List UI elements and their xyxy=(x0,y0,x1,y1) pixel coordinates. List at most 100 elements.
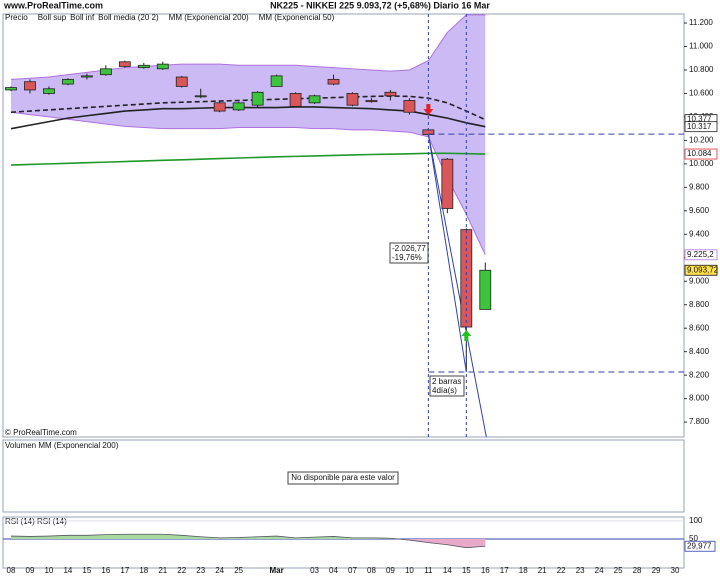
candle-body xyxy=(441,158,454,209)
series-line xyxy=(10,95,486,121)
site-name: www.ProRealTime.com xyxy=(3,0,103,10)
x-tick-label: 15 xyxy=(82,566,91,575)
price-marker-box xyxy=(684,148,718,160)
measure-change: -2.026,77 xyxy=(392,244,426,253)
legend-label: Precio xyxy=(5,13,28,22)
price-marker: 9.225,2 xyxy=(687,250,714,259)
y-tick-label: 10.200 xyxy=(689,136,714,145)
candle-body xyxy=(24,81,36,91)
measure-line xyxy=(427,133,467,373)
candle-body xyxy=(175,76,188,87)
x-tick-label: 10 xyxy=(44,566,53,575)
price-marker: 9.093,72 xyxy=(687,265,719,274)
candle-body xyxy=(43,88,55,94)
x-tick-label: 24 xyxy=(595,566,604,575)
y-tick-label: 10.800 xyxy=(689,65,714,74)
candle-body xyxy=(213,102,226,112)
candle-body xyxy=(365,100,378,103)
y-tick-label: 9.600 xyxy=(689,206,710,215)
x-tick-label: 23 xyxy=(196,566,205,575)
x-tick-label: 22 xyxy=(557,566,566,575)
y-tick-label: 10.600 xyxy=(689,89,714,98)
volume-message: No disponible para este valor xyxy=(291,473,395,482)
x-tick-label: 24 xyxy=(215,566,224,575)
x-tick-label: 18 xyxy=(519,566,528,575)
x-tick-label: 21 xyxy=(158,566,167,575)
x-tick-label: 08 xyxy=(7,566,16,575)
x-tick-label: 15 xyxy=(462,566,471,575)
rsi-tick-label: 50 xyxy=(689,534,698,543)
y-tick-label: 8.400 xyxy=(689,347,710,356)
candle-body xyxy=(270,75,283,87)
x-tick-label: 14 xyxy=(443,566,452,575)
price-marker-box xyxy=(684,264,718,276)
price-marker: 10.377 xyxy=(687,115,712,124)
x-tick-label: 09 xyxy=(26,566,35,575)
candle-body xyxy=(251,91,264,106)
candle-body xyxy=(232,102,245,111)
y-tick-label: 11.200 xyxy=(689,18,713,27)
x-tick-label: Mar xyxy=(269,566,283,575)
rsi-title: RSI (14) RSI (14) xyxy=(5,517,67,526)
measure-box xyxy=(429,375,465,397)
legend-entry: MM (Exponencial 50) xyxy=(259,13,335,22)
x-tick-label: 16 xyxy=(101,566,110,575)
bollinger-band xyxy=(11,14,486,255)
rsi-marker-box xyxy=(684,540,716,552)
signal-arrow xyxy=(423,104,434,116)
legend-entry: MM (Exponencial 200) xyxy=(169,13,249,22)
rsi-line xyxy=(10,533,486,549)
candle-body xyxy=(403,100,416,113)
series-line xyxy=(10,14,486,80)
candle-body xyxy=(99,68,112,76)
measure-box xyxy=(389,242,429,264)
y-tick-label: 10.000 xyxy=(689,159,714,168)
x-tick-label: 22 xyxy=(177,566,186,575)
x-tick-label: 25 xyxy=(614,566,623,575)
candle-body xyxy=(137,64,150,69)
x-tick-label: 07 xyxy=(348,566,357,575)
x-tick-label: 16 xyxy=(481,566,490,575)
candle-body xyxy=(327,78,340,85)
x-tick-label: 25 xyxy=(234,566,243,575)
volume-title: Volumen MM (Exponencial 200) xyxy=(5,441,119,450)
watermark: © ProRealTime.com xyxy=(5,428,77,437)
candle-body xyxy=(308,95,321,104)
x-tick-label: 17 xyxy=(120,566,129,575)
x-tick-label: 30 xyxy=(671,566,680,575)
series-line xyxy=(10,152,486,166)
y-tick-label: 9.800 xyxy=(689,182,710,191)
x-tick-label: 03 xyxy=(310,566,319,575)
candle-body xyxy=(479,269,492,310)
price-marker: 10.084 xyxy=(687,149,712,158)
x-tick-label: 21 xyxy=(538,566,547,575)
legend-entry: Boll inf xyxy=(70,13,95,22)
measure-bars: 2 barras xyxy=(432,377,461,386)
x-tick-label: 08 xyxy=(367,566,376,575)
price-marker: 10.317 xyxy=(687,122,712,131)
measure-pct: -19,76% xyxy=(392,253,422,262)
x-tick-label: 09 xyxy=(386,566,395,575)
x-tick-label: 10 xyxy=(405,566,414,575)
rsi-area-below xyxy=(11,538,486,548)
y-tick-label: 11.000 xyxy=(689,42,713,51)
x-tick-label: 11 xyxy=(424,566,433,575)
chart-title: NK225 - NIKKEI 225 9.093,72 (+5,68%) Dia… xyxy=(270,0,490,10)
rsi-panel xyxy=(2,516,685,569)
y-tick-label: 8.200 xyxy=(689,370,710,379)
x-tick-label: 17 xyxy=(500,566,509,575)
y-tick-label: 8.800 xyxy=(689,300,710,309)
x-tick-label: 23 xyxy=(576,566,585,575)
signal-arrow xyxy=(461,329,472,341)
y-tick-label: 8.000 xyxy=(689,394,710,403)
rsi-tick-label: 100 xyxy=(689,516,703,525)
candle-body xyxy=(5,87,17,91)
candle-body xyxy=(194,95,207,98)
y-tick-label: 9.400 xyxy=(689,229,710,238)
series-line xyxy=(10,111,486,256)
candle-body xyxy=(118,61,131,67)
measure-days: 4día(s) xyxy=(432,386,457,395)
candle-body xyxy=(384,91,397,97)
price-marker-box xyxy=(684,249,718,261)
